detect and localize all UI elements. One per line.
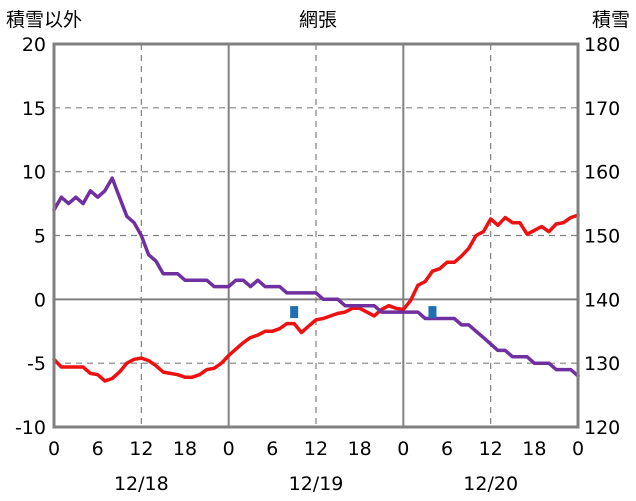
left-tick-label: 15 bbox=[22, 98, 46, 120]
snow-depth-line bbox=[52, 176, 580, 378]
precip-marker bbox=[428, 306, 437, 319]
right-tick-label: 150 bbox=[584, 226, 620, 248]
x-tick-label: 18 bbox=[522, 438, 546, 460]
left-tick-labels: 20 15 10 5 0 -5 -10 bbox=[15, 34, 46, 439]
plot-frame bbox=[52, 42, 580, 429]
x-tick-label: 12 bbox=[479, 438, 503, 460]
right-tick-labels: 180 170 160 150 140 130 120 bbox=[584, 34, 620, 439]
x-tick-label: 18 bbox=[173, 438, 197, 460]
right-tick-label: 120 bbox=[584, 417, 620, 439]
right-tick-label: 180 bbox=[584, 34, 620, 56]
x-tick-label: 0 bbox=[572, 438, 584, 460]
x-tick-labels: 0 6 12 18 0 6 12 18 0 6 12 18 0 bbox=[48, 438, 584, 460]
date-label: 12/20 bbox=[463, 473, 518, 495]
left-tick-label: -5 bbox=[27, 353, 46, 375]
right-tick-label: 160 bbox=[584, 162, 620, 184]
x-tick-label: 6 bbox=[441, 438, 453, 460]
left-tick-label: 0 bbox=[34, 289, 46, 311]
x-tick-label: 12 bbox=[304, 438, 328, 460]
x-tick-label: 6 bbox=[92, 438, 104, 460]
left-tick-label: -10 bbox=[15, 417, 46, 439]
marker-group bbox=[290, 306, 437, 319]
x-tick-label: 12 bbox=[129, 438, 153, 460]
chart-title: 網張 bbox=[299, 9, 337, 31]
right-axis-label: 積雪 bbox=[592, 9, 630, 31]
x-tick-label: 0 bbox=[397, 438, 409, 460]
date-label: 12/18 bbox=[114, 473, 169, 495]
temperature-line bbox=[52, 213, 580, 383]
x-tick-label: 0 bbox=[223, 438, 235, 460]
grid bbox=[54, 44, 578, 427]
right-tick-label: 170 bbox=[584, 98, 620, 120]
left-tick-label: 20 bbox=[22, 34, 46, 56]
left-tick-label: 5 bbox=[34, 226, 46, 248]
right-tick-label: 140 bbox=[584, 289, 620, 311]
series-group bbox=[52, 176, 580, 383]
x-tick-label: 18 bbox=[348, 438, 372, 460]
left-tick-label: 10 bbox=[22, 162, 46, 184]
date-label: 12/19 bbox=[289, 473, 344, 495]
date-labels: 12/18 12/19 12/20 bbox=[114, 473, 518, 495]
left-axis-label: 積雪以外 bbox=[6, 9, 82, 31]
x-tick-label: 6 bbox=[266, 438, 278, 460]
precip-marker bbox=[290, 306, 299, 319]
x-tick-label: 0 bbox=[48, 438, 60, 460]
right-tick-label: 130 bbox=[584, 353, 620, 375]
